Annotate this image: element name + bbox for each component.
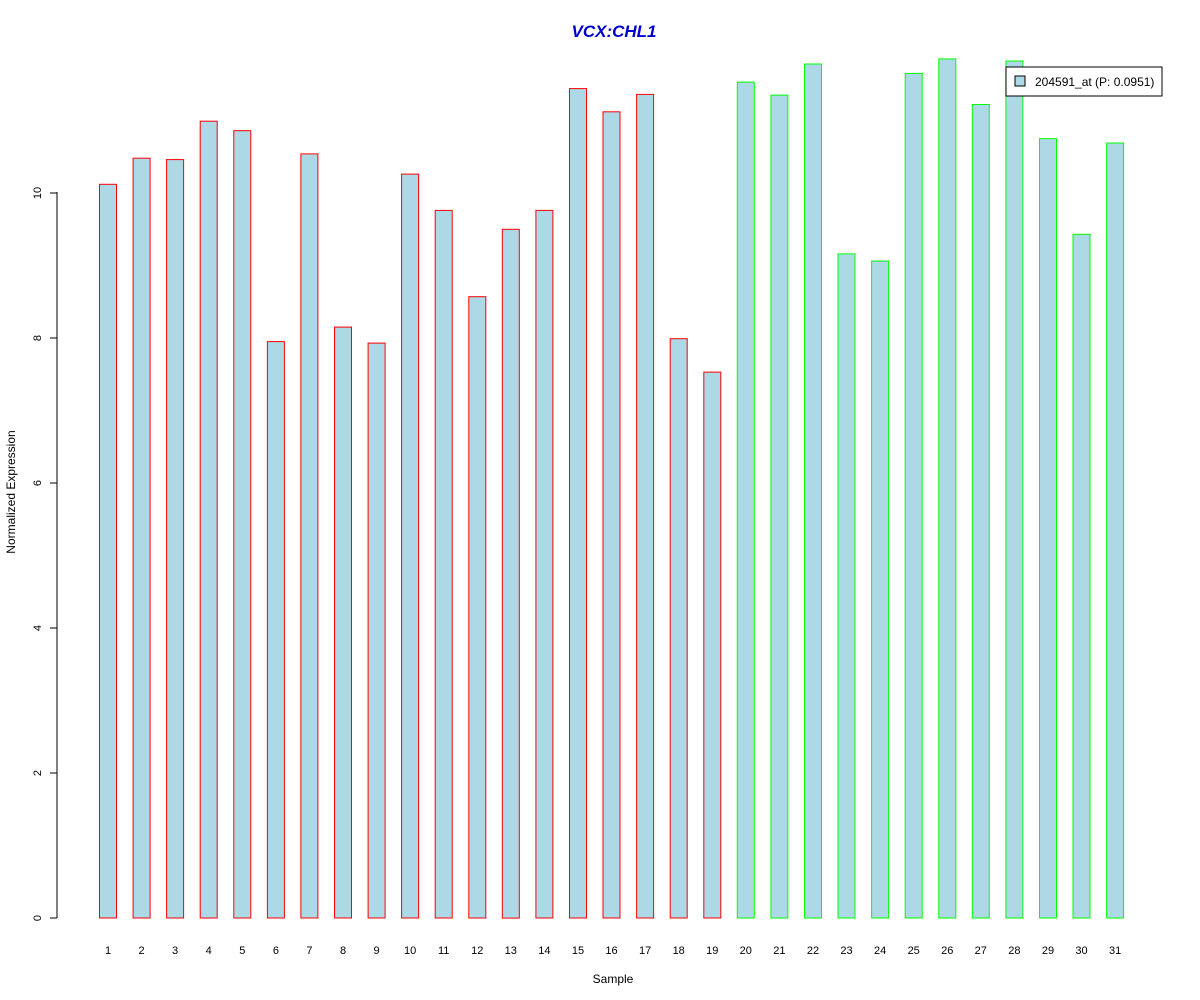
bar-sample-13 bbox=[501, 228, 520, 919]
x-tick-label: 26 bbox=[941, 945, 953, 957]
y-tick-label: 0 bbox=[32, 915, 44, 921]
bar-sample-20 bbox=[736, 81, 755, 919]
x-axis-tick-labels: 1 2 3 4 5 6 7 8 9 10 11 12 13 14 15 16 17 18 19 20 21 22 23 24 2… bbox=[105, 945, 1121, 957]
bar-sample-11 bbox=[434, 209, 453, 919]
bar-sample-21 bbox=[770, 94, 789, 919]
x-tick-label: 20 bbox=[740, 945, 752, 957]
bar-sample-2 bbox=[132, 157, 151, 919]
bar-sample-19 bbox=[703, 371, 722, 919]
x-tick-label: 16 bbox=[605, 945, 617, 957]
bar-sample-15 bbox=[569, 88, 587, 919]
x-tick-label: 30 bbox=[1075, 945, 1087, 957]
x-tick-label: 4 bbox=[206, 945, 212, 957]
x-tick-label: 19 bbox=[706, 945, 718, 957]
bar-sample-5 bbox=[233, 130, 252, 919]
bar-sample-3 bbox=[166, 159, 185, 919]
x-tick-label: 10 bbox=[404, 945, 416, 957]
x-tick-label: 23 bbox=[840, 945, 852, 957]
bar-sample-28 bbox=[1005, 60, 1024, 919]
x-tick-label: 17 bbox=[639, 945, 651, 957]
bar-sample-23 bbox=[837, 253, 856, 919]
bar-sample-18 bbox=[669, 338, 688, 919]
bar-sample-14 bbox=[535, 209, 554, 919]
x-tick-label: 14 bbox=[538, 945, 550, 957]
x-tick-label: 2 bbox=[139, 945, 145, 957]
bar-sample-8 bbox=[334, 326, 352, 919]
y-axis-label: Normalized Expression bbox=[4, 430, 18, 553]
bar-sample-1 bbox=[99, 183, 117, 919]
x-tick-label: 13 bbox=[505, 945, 517, 957]
x-tick-label: 3 bbox=[172, 945, 178, 957]
x-axis-label: Sample bbox=[593, 972, 634, 986]
bar-sample-25 bbox=[904, 72, 923, 919]
y-tick-label: 2 bbox=[32, 770, 44, 776]
bar-sample-12 bbox=[468, 296, 487, 919]
x-tick-label: 7 bbox=[306, 945, 312, 957]
x-tick-label: 25 bbox=[908, 945, 920, 957]
bar-sample-4 bbox=[199, 120, 218, 919]
x-tick-label: 22 bbox=[807, 945, 819, 957]
x-tick-label: 18 bbox=[673, 945, 685, 957]
y-tick-label: 10 bbox=[32, 187, 44, 199]
chart-title: VCX:CHL1 bbox=[571, 22, 656, 41]
bars-group bbox=[99, 58, 1125, 919]
x-tick-label: 5 bbox=[239, 945, 245, 957]
x-tick-label: 31 bbox=[1109, 945, 1121, 957]
y-tick-label: 6 bbox=[32, 480, 44, 486]
x-tick-label: 21 bbox=[773, 945, 785, 957]
x-tick-label: 29 bbox=[1042, 945, 1054, 957]
x-tick-label: 6 bbox=[273, 945, 279, 957]
y-tick-label: 4 bbox=[32, 625, 44, 631]
y-tick-label: 8 bbox=[32, 335, 44, 341]
bar-sample-30 bbox=[1072, 233, 1091, 919]
bar-sample-6 bbox=[266, 341, 285, 919]
x-tick-label: 9 bbox=[374, 945, 380, 957]
x-tick-label: 24 bbox=[874, 945, 886, 957]
legend-swatch bbox=[1014, 75, 1026, 87]
x-tick-label: 28 bbox=[1008, 945, 1020, 957]
legend-label: 204591_at (P: 0.0951) bbox=[1035, 75, 1154, 89]
x-tick-label: 1 bbox=[105, 945, 111, 957]
bar-sample-22 bbox=[804, 63, 822, 919]
bar-sample-10 bbox=[401, 173, 420, 919]
bar-sample-9 bbox=[367, 342, 386, 919]
y-axis-ticks: 0 2 4 6 8 10 bbox=[32, 187, 57, 921]
x-tick-label: 12 bbox=[471, 945, 483, 957]
bar-sample-29 bbox=[1039, 138, 1057, 919]
x-tick-label: 27 bbox=[975, 945, 987, 957]
bar-sample-31 bbox=[1106, 142, 1125, 919]
legend-box bbox=[1005, 66, 1163, 97]
x-tick-label: 11 bbox=[438, 945, 449, 957]
bar-sample-26 bbox=[938, 58, 957, 919]
bar-sample-7 bbox=[300, 153, 319, 919]
x-tick-label: 15 bbox=[572, 945, 584, 957]
bar-sample-16 bbox=[602, 111, 621, 919]
bar-sample-24 bbox=[871, 260, 890, 919]
bar-sample-17 bbox=[636, 93, 655, 919]
bar-sample-27 bbox=[971, 104, 990, 919]
x-tick-label: 8 bbox=[340, 945, 346, 957]
legend: 204591_at (P: 0.0951) bbox=[1005, 66, 1163, 97]
